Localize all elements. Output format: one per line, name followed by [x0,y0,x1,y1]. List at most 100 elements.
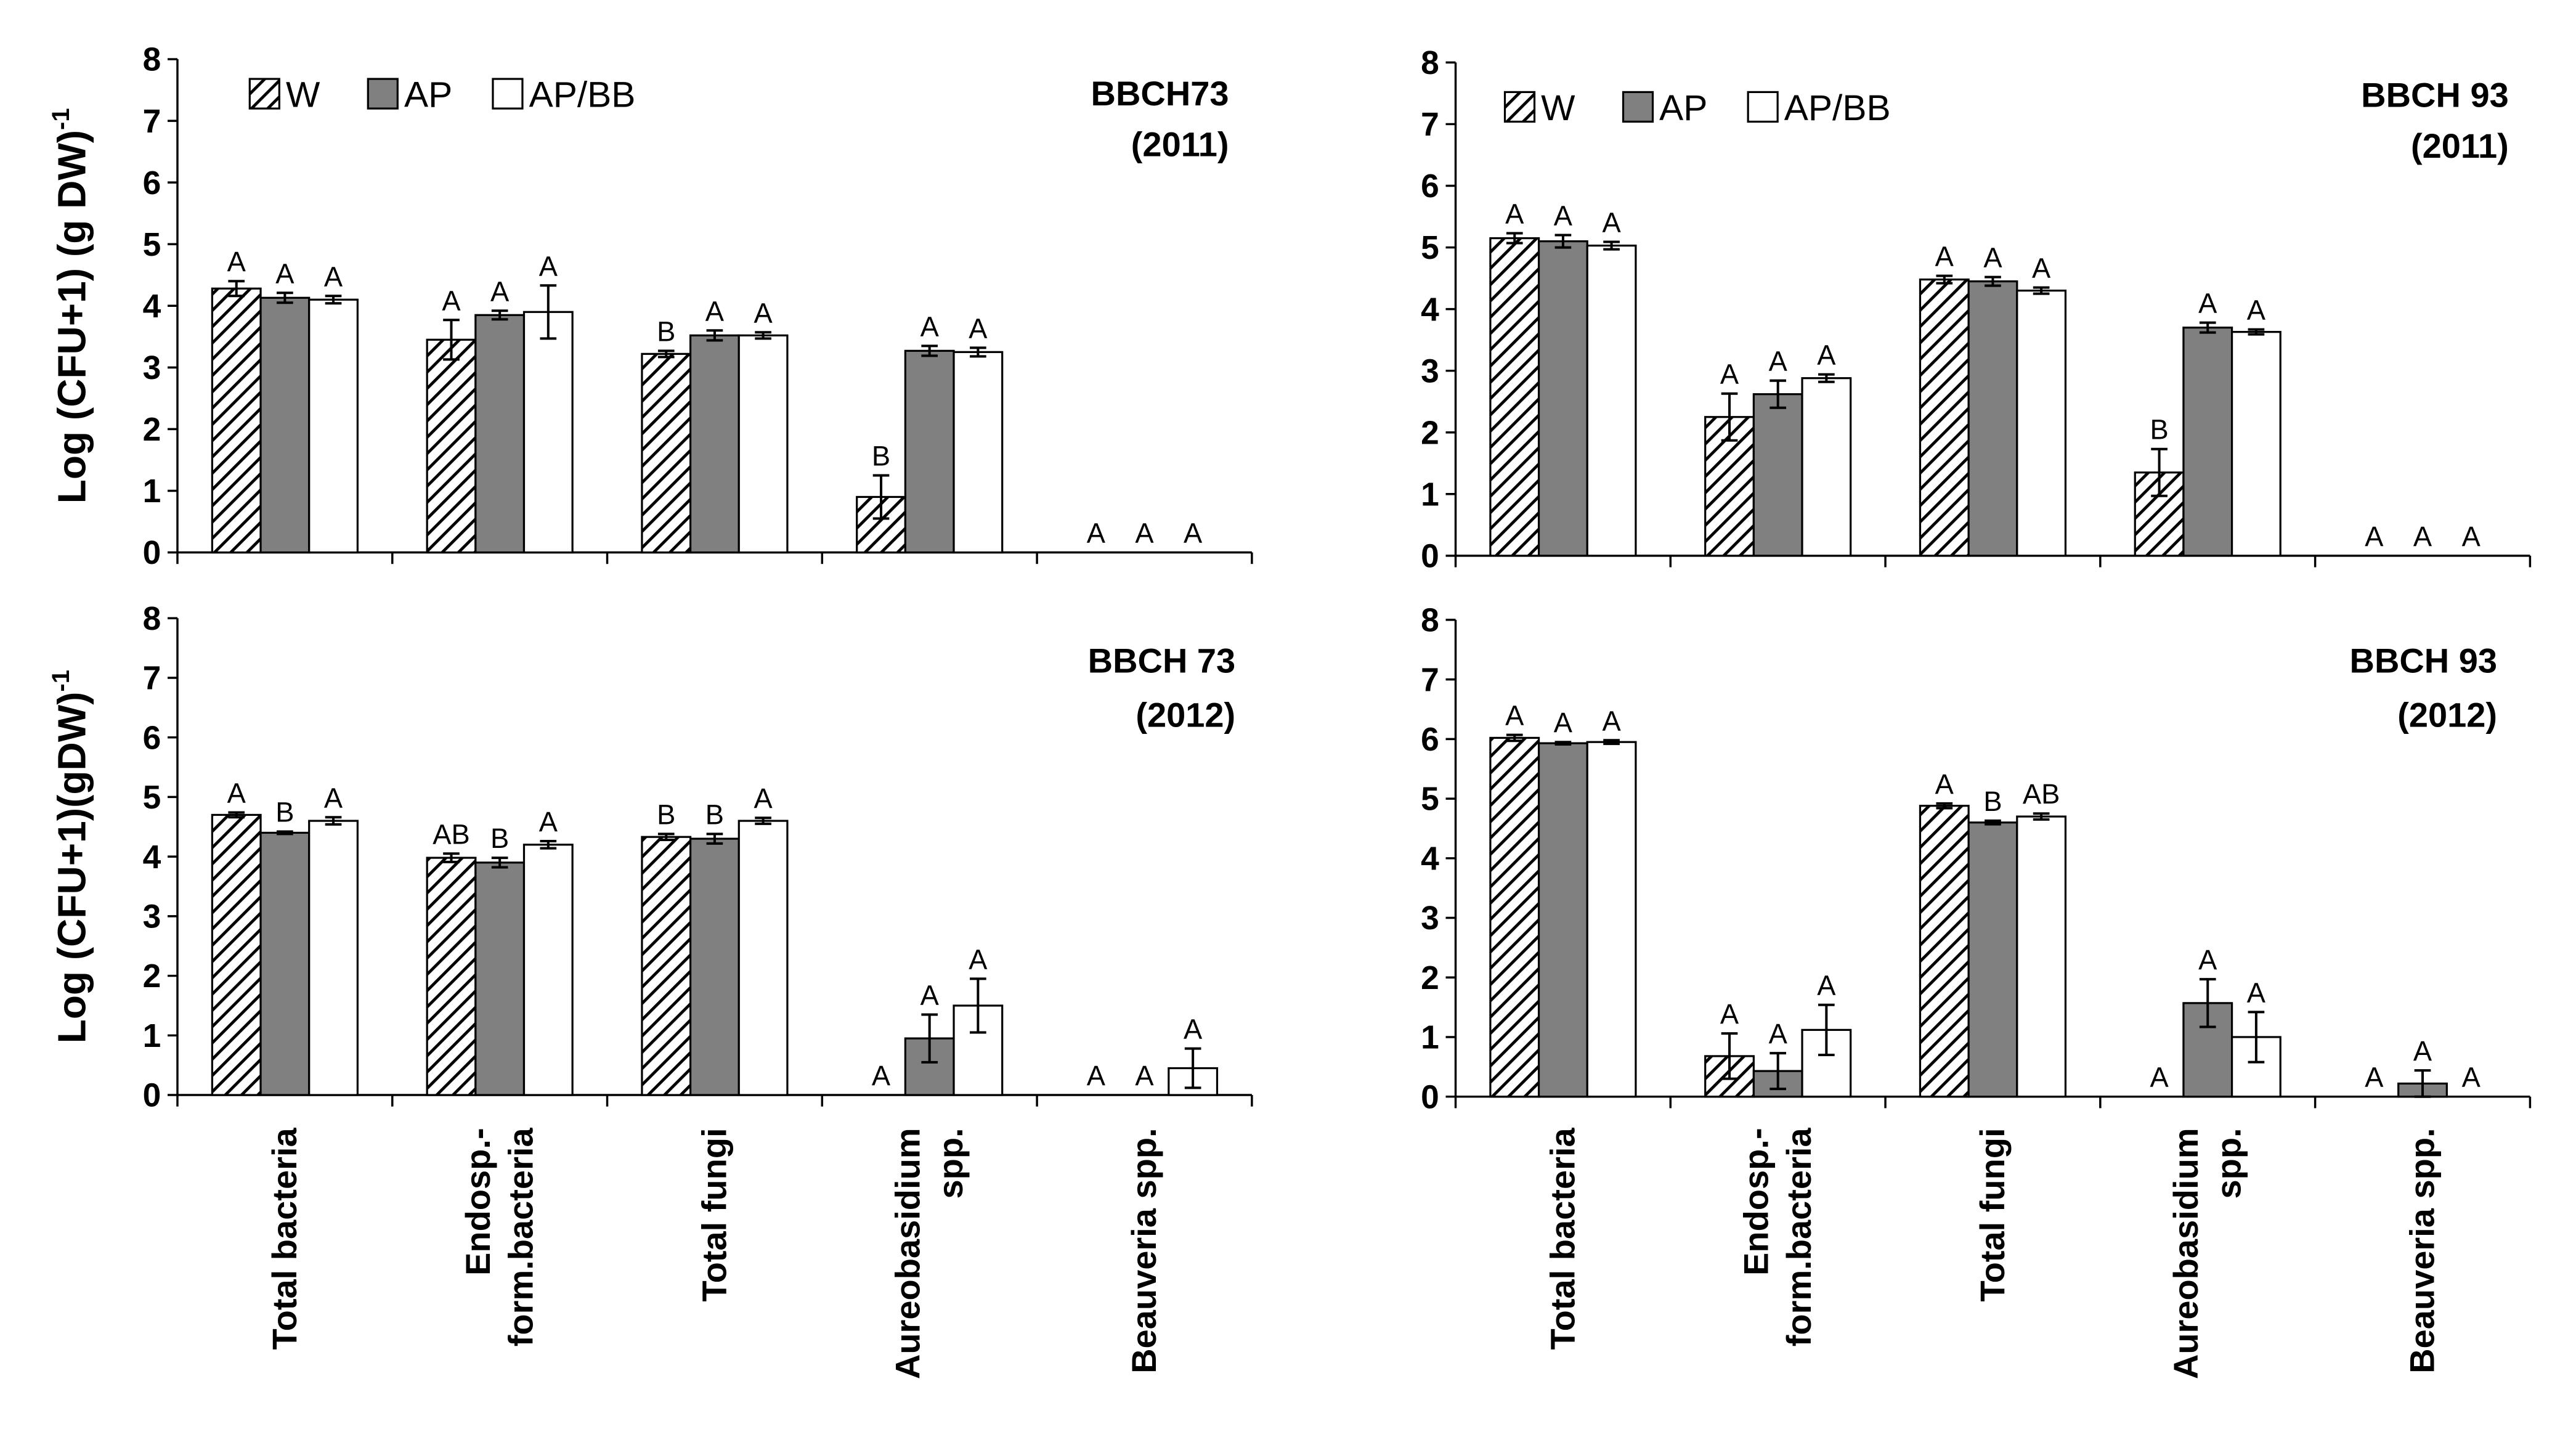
significance-letter: A [705,295,725,327]
panel-year: (2011) [2411,126,2509,165]
y-axis-label-main: Log (CFU+1) (g DW) [50,130,94,503]
y-axis-label-main: Log (CFU+1)(gDW) [50,692,94,1044]
legend-swatch-AP [367,78,399,110]
category-label: spp. [2209,1128,2248,1199]
bar-W [211,813,262,1096]
significance-letter: A [1769,346,1788,377]
y-tick-label: 5 [1421,781,1439,818]
legend-swatch-W [248,78,280,110]
category-label: Total fungi [1973,1128,2012,1301]
category-label: form.bacteria [1779,1128,1818,1347]
bar-AP-BB [737,820,789,1096]
y-tick-label: 7 [143,104,161,140]
category-label: Total fungi [695,1128,734,1301]
bar-AP-BB [1586,741,1637,1098]
bar-AP [1967,821,2018,1098]
y-tick-label: 0 [143,535,161,571]
bar-W [426,857,477,1096]
significance-letter: A [2198,288,2217,319]
category-label: Total bacteria [265,1128,304,1350]
category-label: Beauveria spp. [2403,1128,2442,1374]
y-tick-label: 4 [1421,841,1439,877]
bar-W [1489,736,1540,1098]
y-tick-label: 2 [143,412,161,448]
significance-letter: A [1087,517,1106,548]
significance-letter: A [2365,1062,2384,1093]
y-tick-label: 4 [143,839,161,876]
significance-letter: A [1935,768,1954,800]
significance-letter: A [1602,207,1621,238]
panel-title: BBCH73 [1091,74,1229,113]
bar-AP [689,837,740,1096]
significance-letter: A [1935,241,1954,272]
bar-W [426,338,477,554]
y-tick-label: 8 [143,601,161,637]
y-tick-label: 6 [1421,722,1439,758]
significance-letter: AB [2023,778,2060,810]
bar-AP [259,296,311,554]
significance-letter: A [1135,1060,1154,1091]
significance-letter: A [872,1060,891,1091]
category-label: Total bacteria [1543,1128,1582,1350]
y-tick-label: 6 [1421,168,1439,205]
significance-letter: AB [433,818,469,850]
panel-year: (2012) [2397,695,2497,734]
bar-AP [1752,393,1803,557]
significance-letter: B [705,799,724,830]
y-tick-label: 8 [143,42,161,78]
significance-letter: A [1554,707,1573,738]
bar-AP-BB [308,298,359,554]
y-axis-label: Log (CFU+1) (g DW)-1 [47,108,94,503]
y-tick-label: 1 [1421,1020,1439,1056]
y-tick-label: 4 [143,288,161,325]
panel-title: BBCH 93 [2361,75,2509,114]
significance-letter: A [227,246,246,277]
bar-AP-BB [953,351,1004,554]
y-axis-label: Log (CFU+1)(gDW)-1 [47,670,94,1043]
significance-letter: A [1554,200,1573,232]
bar-AP-BB [2230,331,2281,557]
category-label: Endosp.- [458,1128,497,1276]
bar-AP [259,831,311,1096]
significance-letter: A [920,311,940,342]
significance-letter: A [442,285,461,316]
significance-letter: B [657,799,675,830]
significance-letter: A [969,943,988,975]
significance-letter: A [1602,705,1621,736]
legend: W AP AP/BB [1503,88,1891,128]
bar-AP-BB [522,844,574,1096]
legend-swatch-AP [1622,91,1654,123]
significance-letter: A [1087,1060,1106,1091]
y-tick-label: 6 [143,720,161,756]
bar-AP [474,861,526,1096]
significance-letter: A [1817,340,1836,371]
panel-year: (2011) [1131,124,1229,163]
significance-letter: A [1505,198,1524,230]
significance-letter: B [490,823,509,854]
y-tick-label: 7 [1421,107,1439,143]
bar-AP [1967,280,2018,557]
significance-letter: A [324,261,343,292]
category-label: Beauveria spp. [1124,1128,1163,1374]
y-tick-label: 3 [143,899,161,935]
y-tick-label: 5 [143,227,161,263]
category-label: Aureobasidium [888,1128,927,1379]
significance-letter: A [1983,242,2002,274]
y-tick-label: 8 [1421,45,1439,81]
bar-AP-BB [737,334,789,554]
legend-swatch-W [1503,91,1536,123]
legend-label-W: W [1541,88,1575,128]
bar-AP-BB [308,820,359,1096]
bar-AP [474,314,526,554]
significance-letter: A [1720,359,1739,390]
bar-AP-BB [2016,815,2067,1098]
y-axis-label-exponent: -1 [47,108,75,130]
significance-letter: A [324,782,343,813]
significance-letter: A [2413,521,2432,552]
significance-letter: B [2150,414,2168,446]
